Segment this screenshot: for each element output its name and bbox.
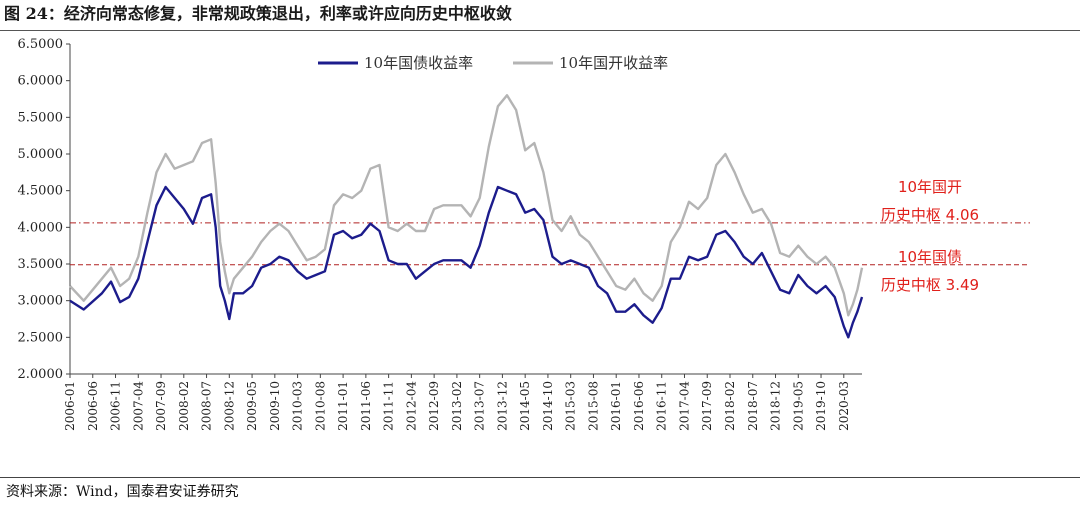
x-tick-label: 2014-05 xyxy=(518,381,532,431)
y-tick-label: 2.0000 xyxy=(18,367,64,382)
x-tick-label: 2007-09 xyxy=(154,381,168,431)
x-tick-label: 2013-07 xyxy=(473,381,487,431)
x-tick-label: 2013-02 xyxy=(450,381,464,431)
source-note: 资料来源：Wind，国泰君安证券研究 xyxy=(6,484,239,500)
cgb-anno-value-label: 历史中枢 3.49 xyxy=(881,276,979,294)
x-tick-label: 2010-08 xyxy=(313,381,327,431)
x-tick-label: 2020-03 xyxy=(837,381,851,431)
y-tick-label: 4.5000 xyxy=(18,184,64,199)
x-tick-label: 2009-05 xyxy=(245,381,259,431)
y-tick-label: 3.5000 xyxy=(18,257,64,272)
x-tick-label: 2019-05 xyxy=(791,381,805,431)
figure-title: 图 24：经济向常态修复，非常规政策退出，利率或许应向历史中枢收敛 xyxy=(4,4,512,23)
series-lines xyxy=(69,94,864,339)
x-tick-label: 2006-11 xyxy=(109,381,123,431)
x-tick-label: 2016-06 xyxy=(632,381,646,431)
source-divider xyxy=(0,477,1080,478)
x-tick-label: 2015-08 xyxy=(586,381,600,431)
y-tick-label: 6.0000 xyxy=(18,74,64,89)
x-tick-label: 2016-01 xyxy=(609,381,623,431)
x-tick-label: 2012-04 xyxy=(404,381,418,431)
x-tick-label: 2010-03 xyxy=(291,381,305,431)
x-tick-label: 2017-04 xyxy=(677,381,691,431)
x-tick-label: 2016-11 xyxy=(655,381,669,431)
x-tick-label: 2013-12 xyxy=(495,381,509,431)
series-line-cdb-10y xyxy=(69,94,864,317)
series-line-cgb-10y xyxy=(69,185,864,339)
x-tick-label: 2012-09 xyxy=(427,381,441,431)
line-chart: 2.0000 2.5000 3.0000 3.5000 4.0000 4.5000 5.00… xyxy=(18,37,1030,431)
x-tick-label: 2019-10 xyxy=(814,381,828,431)
y-tick-label: 3.0000 xyxy=(18,294,64,309)
x-tick-label: 2008-12 xyxy=(222,381,236,431)
x-tick-label: 2008-07 xyxy=(200,381,214,431)
y-tick-label: 2.5000 xyxy=(18,330,64,345)
y-tick-label: 5.0000 xyxy=(18,147,64,162)
x-tick-label: 2011-11 xyxy=(382,381,396,431)
x-tick-label: 2006-01 xyxy=(63,381,77,431)
x-tick-label: 2007-04 xyxy=(131,381,145,431)
reference-lines xyxy=(70,222,1030,266)
x-tick-label: 2017-09 xyxy=(700,381,714,431)
x-tick-label: 2011-01 xyxy=(336,381,350,431)
cdb-anno-series-label: 10年国开 xyxy=(898,178,962,196)
legend-label-cgb-10y: 10年国债收益率 xyxy=(364,54,473,72)
x-tick-label: 2018-02 xyxy=(723,381,737,431)
legend-label-cdb-10y: 10年国开收益率 xyxy=(559,54,668,72)
cdb-anno-value-label: 历史中枢 4.06 xyxy=(881,206,979,224)
x-tick-label: 2011-06 xyxy=(359,381,373,431)
chart-legend: 10年国债收益率 10年国开收益率 xyxy=(318,54,668,72)
y-tick-label: 6.5000 xyxy=(18,37,64,52)
y-tick-label: 5.5000 xyxy=(18,110,64,125)
cgb-anno-series-label: 10年国债 xyxy=(898,248,962,266)
title-divider xyxy=(0,30,1080,31)
y-tick-label: 4.0000 xyxy=(18,220,64,235)
x-tick-label: 2014-10 xyxy=(541,381,555,431)
x-tick-label: 2015-03 xyxy=(564,381,578,431)
x-tick-label: 2018-12 xyxy=(769,381,783,431)
x-tick-label: 2006-06 xyxy=(86,381,100,431)
x-tick-label: 2008-02 xyxy=(177,381,191,431)
chart-axes: 2.0000 2.5000 3.0000 3.5000 4.0000 4.5000 5.00… xyxy=(18,37,862,431)
x-tick-label: 2018-07 xyxy=(746,381,760,431)
x-tick-label: 2009-10 xyxy=(268,381,282,431)
